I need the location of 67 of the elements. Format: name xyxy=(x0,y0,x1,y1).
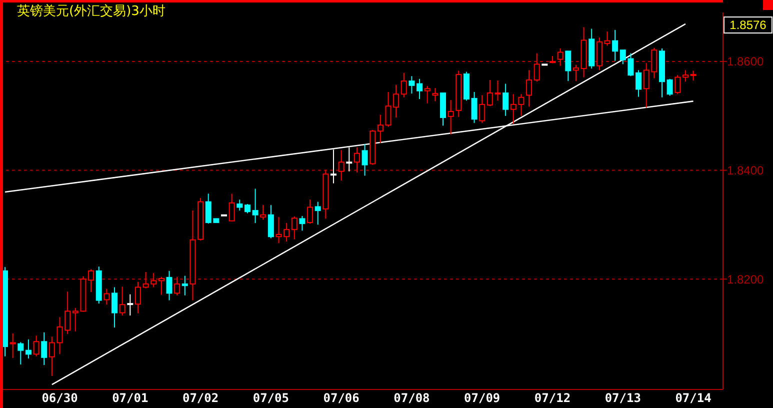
candlestick xyxy=(636,70,642,98)
candlestick xyxy=(268,204,274,239)
candlestick xyxy=(471,91,478,124)
candlestick xyxy=(314,201,321,226)
x-tick-label: 07/13 xyxy=(604,391,641,405)
x-tick-label: 07/02 xyxy=(182,391,219,405)
x-tick-label: 07/14 xyxy=(675,391,712,405)
candlestick xyxy=(557,48,564,66)
candlestick xyxy=(244,203,250,214)
y-tick-label: 1.8200 xyxy=(727,272,764,286)
candlestick xyxy=(666,78,673,96)
candlestick xyxy=(112,286,118,328)
text: 1.8576 xyxy=(730,18,767,32)
candlestick xyxy=(612,29,618,62)
candlestick xyxy=(25,338,32,359)
candlestick xyxy=(690,70,696,81)
candlestick xyxy=(362,144,368,176)
x-tick-label: 07/08 xyxy=(394,391,430,405)
candlestick xyxy=(572,64,579,82)
candlestick xyxy=(134,281,141,314)
candlestick xyxy=(182,275,188,296)
x-tick-label: 07/09 xyxy=(464,391,500,405)
candlestick xyxy=(354,146,360,173)
candlestick xyxy=(104,288,110,306)
candlestick xyxy=(448,100,454,135)
candlestick xyxy=(432,88,438,102)
candlestick xyxy=(119,286,126,316)
candlestick xyxy=(424,85,430,104)
candlestick xyxy=(400,72,407,98)
candlestick xyxy=(338,150,344,182)
candlestick xyxy=(526,70,532,108)
candlestick xyxy=(41,332,48,366)
candlestick xyxy=(534,52,540,82)
candlestick xyxy=(228,193,235,222)
candlestick xyxy=(260,204,266,220)
candlestick xyxy=(166,270,172,301)
candlestick xyxy=(158,276,164,296)
candlestick xyxy=(682,70,688,82)
candlestick xyxy=(307,199,314,224)
x-tick-label: 07/12 xyxy=(534,391,571,405)
x-tick-label: 07/06 xyxy=(323,391,360,405)
candlestick xyxy=(502,83,509,116)
candlestick xyxy=(88,268,94,293)
candlestick xyxy=(299,215,306,232)
candlestick xyxy=(565,50,572,82)
y-tick-label: 1.8400 xyxy=(727,163,764,178)
x-tick-label: 06/30 xyxy=(42,391,78,405)
candlestick xyxy=(174,276,180,296)
candlestick xyxy=(236,199,243,212)
candlestick xyxy=(10,332,16,358)
x-tick-label: 07/01 xyxy=(112,391,148,405)
candlestick xyxy=(18,342,24,365)
candlestick xyxy=(346,146,352,172)
candlestick xyxy=(408,76,415,94)
candlestick xyxy=(127,294,134,316)
candlestick xyxy=(330,149,336,184)
candlestick xyxy=(291,216,298,240)
y-tick-label: 1.8600 xyxy=(727,54,764,69)
candlestick xyxy=(479,94,486,124)
candlestick xyxy=(33,335,40,357)
candlestick xyxy=(393,84,400,118)
x-tick-label: 07/05 xyxy=(252,391,289,405)
candlestick xyxy=(416,78,423,100)
candlestick xyxy=(252,188,258,224)
candlestick xyxy=(674,74,681,95)
chart-title: 英镑美元(外汇交易)3小时 xyxy=(17,3,166,19)
candlestick xyxy=(48,336,55,376)
